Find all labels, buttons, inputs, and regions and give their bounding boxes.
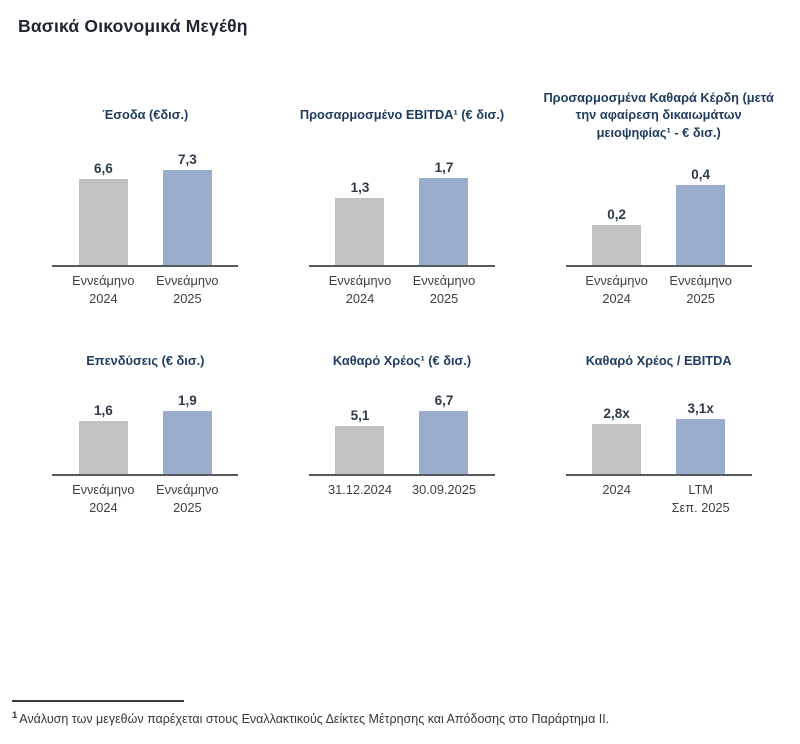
bar <box>78 179 128 265</box>
x-axis-line <box>52 265 239 267</box>
chart-plot: 1,3 1,7 <box>287 147 518 265</box>
x-axis-label: Εννεάμηνο 2024 <box>72 273 135 306</box>
chart-3: Προσαρμοσμένα Καθαρά Κέρδη (μετά την αφα… <box>543 83 774 308</box>
x-axis-label: Εννεάμηνο 2025 <box>669 273 732 306</box>
bar <box>162 410 212 474</box>
x-axis-labels: 31.12.2024 30.09.2025 <box>287 481 518 499</box>
chart-plot: 2,8x 3,1x <box>543 378 774 474</box>
x-axis-labels: Εννεάμηνο 2024 Εννεάμηνο 2025 <box>287 272 518 308</box>
bar-group: 7,3 <box>145 152 229 265</box>
bar-value-label: 1,7 <box>434 160 454 175</box>
x-axis-label: Εννεάμηνο 2024 <box>328 273 392 306</box>
chart-plot: 1,6 1,9 <box>30 378 261 474</box>
chart-4: Επενδύσεις (€ δισ.) 1,6 1,9 Εννεάμηνο 2024 Ε… <box>30 348 261 517</box>
x-axis-labels: Εννεάμηνο 2024 Εννεάμηνο 2025 <box>30 481 261 517</box>
bar-value-label: 1,9 <box>177 392 197 408</box>
x-axis-line <box>308 473 495 476</box>
bar-value-label: 1,3 <box>350 180 370 195</box>
bar-value-label: 6,6 <box>93 161 113 176</box>
bar-group: 5,1 <box>318 408 402 474</box>
bar <box>335 198 385 265</box>
bar <box>676 185 726 265</box>
bar-group: 1,6 <box>61 403 145 474</box>
bar-group: 6,6 <box>61 161 145 265</box>
page-title: Βασικά Οικονομικά Μεγέθη <box>18 16 248 36</box>
chart-plot: 6,6 7,3 <box>30 147 261 265</box>
x-axis-line <box>565 473 752 476</box>
chart-2: Προσαρμοσμένο EBITDA¹ (€ δισ.) 1,3 1,7 Εννε… <box>287 83 518 308</box>
footnote-section: 1 Ανάλυση των μεγεθών παρέχεται στους Ενα… <box>12 700 792 726</box>
footnote-marker: 1 <box>12 710 18 721</box>
bar <box>676 418 726 474</box>
bar <box>592 225 642 265</box>
x-axis-label: 2024 <box>602 481 631 497</box>
x-axis-label: Εννεάμηνο 2024 <box>72 481 135 515</box>
x-axis-line <box>52 473 239 476</box>
bar-value-label: 1,6 <box>93 402 113 418</box>
bar-value-label: 3,1x <box>687 400 714 416</box>
chart-6: Καθαρό Χρέος / EBITDA 2,8x 3,1x 2024 LTM Σεπ… <box>543 348 774 517</box>
bar-group: 1,9 <box>145 393 229 474</box>
bar-value-label: 2,8x <box>603 405 630 421</box>
bar <box>78 420 128 474</box>
chart-title: Καθαρό Χρέος / EBITDA <box>585 353 732 369</box>
bar-group: 0,4 <box>659 167 743 265</box>
x-axis-labels: Εννεάμηνο 2024 Εννεάμηνο 2025 <box>30 272 261 308</box>
x-axis-label: 30.09.2025 <box>411 481 477 497</box>
x-axis-label: LTM Σεπ. 2025 <box>671 481 730 515</box>
bar-value-label: 6,7 <box>434 392 454 408</box>
chart-5: Καθαρό Χρέος¹ (€ δισ.) 5,1 6,7 31.12.2024 30… <box>287 348 518 517</box>
x-axis-line <box>308 265 495 267</box>
bar-value-label: 0,4 <box>691 167 711 182</box>
bar <box>419 178 469 265</box>
footnote-text: 1 Ανάλυση των μεγεθών παρέχεται στους Ενα… <box>12 710 792 726</box>
bar-group: 3,1x <box>659 401 743 474</box>
bar-group: 2,8x <box>575 406 659 474</box>
charts-grid: Έσοδα (€δισ.) 6,6 7,3 Εννεάμηνο 2024 Εννεάμη… <box>30 83 774 517</box>
bar-group: 1,3 <box>318 180 402 265</box>
x-axis-line <box>565 265 752 267</box>
footnote-divider <box>12 700 184 702</box>
bar-group: 1,7 <box>402 160 486 265</box>
bar-value-label: 5,1 <box>350 407 370 423</box>
chart-title: Προσαρμοσμένο EBITDA¹ (€ δισ.) <box>299 107 505 123</box>
chart-title: Επενδύσεις (€ δισ.) <box>86 353 205 369</box>
footnote-body: Ανάλυση των μεγεθών παρέχεται στους Εναλ… <box>19 712 610 727</box>
x-axis-label: Εννεάμηνο 2025 <box>412 273 476 306</box>
bar-group: 0,2 <box>575 207 659 265</box>
bar-value-label: 0,2 <box>607 207 627 222</box>
bar-value-label: 7,3 <box>177 152 197 167</box>
bar <box>592 423 642 474</box>
bar <box>335 425 385 474</box>
x-axis-label: Εννεάμηνο 2025 <box>156 481 219 515</box>
x-axis-labels: 2024 LTM Σεπ. 2025 <box>543 481 774 517</box>
x-axis-label: Εννεάμηνο 2024 <box>585 273 648 306</box>
x-axis-label: Εννεάμηνο 2025 <box>156 273 219 306</box>
chart-plot: 5,1 6,7 <box>287 378 518 474</box>
chart-title: Καθαρό Χρέος¹ (€ δισ.) <box>332 353 472 369</box>
chart-1: Έσοδα (€δισ.) 6,6 7,3 Εννεάμηνο 2024 Εννεάμη… <box>30 83 261 308</box>
x-axis-labels: Εννεάμηνο 2024 Εννεάμηνο 2025 <box>543 272 774 308</box>
chart-title: Έσοδα (€δισ.) <box>102 107 189 123</box>
chart-plot: 0,2 0,4 <box>543 147 774 265</box>
chart-title: Προσαρμοσμένα Καθαρά Κέρδη (μετά την αφα… <box>543 90 774 140</box>
x-axis-label: 31.12.2024 <box>327 481 393 497</box>
bar <box>419 410 469 474</box>
bar <box>162 170 212 265</box>
bar-group: 6,7 <box>402 393 486 474</box>
